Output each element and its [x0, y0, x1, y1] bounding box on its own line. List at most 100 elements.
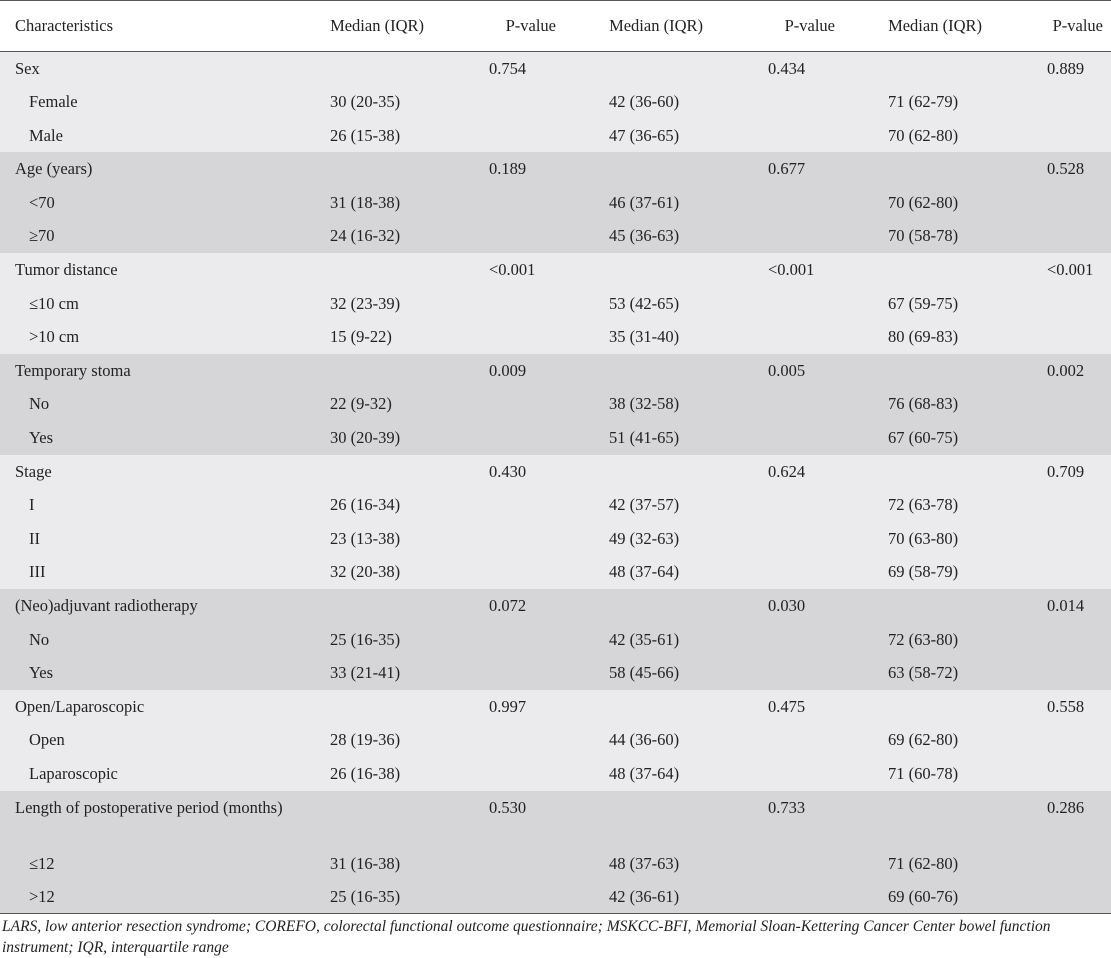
empty-cell: [432, 723, 564, 757]
empty-cell: [843, 791, 990, 847]
p-value-cell: 0.624: [768, 461, 806, 481]
median-cell: 47 (36-65): [609, 125, 680, 145]
median-cell: 49 (32-63): [609, 528, 680, 548]
empty-cell: [990, 847, 1111, 881]
empty-cell: [285, 52, 432, 86]
p-value-cell: 0.558: [1047, 696, 1085, 716]
median-cell: 72 (63-80): [888, 629, 959, 649]
median-cell: 26 (15-38): [330, 125, 401, 145]
median-cell: 70 (62-80): [888, 125, 959, 145]
empty-cell: [432, 287, 564, 321]
median-cell: 25 (16-35): [330, 629, 401, 649]
group-label: Age (years): [15, 159, 93, 179]
empty-cell: [432, 656, 564, 690]
median-cell: 70 (62-80): [888, 192, 959, 212]
median-cell: 67 (60-75): [888, 428, 959, 448]
table-row: Male 26 (15-38) 47 (36-65) 70 (62-80): [0, 118, 1111, 153]
group-label: Stage: [15, 461, 52, 481]
p-value-cell: <0.001: [768, 260, 815, 280]
median-cell: 48 (37-63): [609, 853, 680, 873]
table-header: Characteristics Median (IQR) P-value Med…: [0, 0, 1111, 52]
median-cell: 67 (59-75): [888, 293, 959, 313]
row-label: Open: [29, 730, 65, 750]
p-value-cell: 0.709: [1047, 461, 1085, 481]
empty-cell: [990, 421, 1111, 455]
empty-cell: [711, 522, 843, 556]
empty-cell: [564, 455, 711, 489]
empty-cell: [432, 757, 564, 791]
empty-cell: [432, 847, 564, 881]
median-cell: 24 (16-32): [330, 226, 401, 246]
empty-cell: [990, 522, 1111, 556]
empty-cell: [843, 52, 990, 86]
median-cell: 48 (37-64): [609, 763, 680, 783]
row-label: II: [29, 528, 40, 548]
group-row: Sex 0.754 0.434 0.889: [0, 51, 1111, 86]
empty-cell: [990, 119, 1111, 153]
header-median-2: Median (IQR): [609, 16, 703, 35]
p-value-cell: 0.434: [768, 59, 806, 78]
median-cell: 32 (23-39): [330, 293, 401, 313]
empty-cell: [432, 880, 564, 914]
median-cell: 69 (62-80): [888, 730, 959, 750]
table-row: No 22 (9-32) 38 (32-58) 76 (68-83): [0, 387, 1111, 422]
empty-cell: [285, 589, 432, 623]
median-cell: 38 (32-58): [609, 394, 680, 414]
empty-cell: [711, 656, 843, 690]
table-row: III 32 (20-38) 48 (37-64) 69 (58-79): [0, 555, 1111, 589]
p-value-cell: <0.001: [489, 260, 536, 280]
p-value-cell: 0.014: [1047, 596, 1085, 615]
empty-cell: [990, 555, 1111, 589]
empty-cell: [432, 555, 564, 589]
median-cell: 28 (19-36): [330, 730, 401, 750]
row-label: Male: [29, 125, 63, 145]
empty-cell: [711, 880, 843, 914]
p-value-cell: 0.430: [489, 461, 527, 481]
median-cell: 30 (20-39): [330, 428, 401, 448]
empty-cell: [990, 219, 1111, 253]
empty-cell: [432, 186, 564, 220]
group-row: (Neo)adjuvant radiotherapy 0.072 0.030 0.01…: [0, 589, 1111, 623]
group-label: Length of postoperative period (months): [15, 797, 283, 817]
header-median-1: Median (IQR): [330, 16, 424, 35]
median-cell: 69 (60-76): [888, 887, 959, 907]
empty-cell: [285, 690, 432, 724]
empty-cell: [711, 119, 843, 153]
empty-cell: [564, 791, 711, 847]
median-cell: 51 (41-65): [609, 428, 680, 448]
median-cell: 42 (37-57): [609, 495, 680, 515]
empty-cell: [843, 455, 990, 489]
p-value-cell: 0.030: [768, 596, 806, 615]
p-value-cell: 0.002: [1047, 360, 1085, 380]
header-p-value-2: P-value: [784, 16, 835, 35]
median-cell: 26 (16-34): [330, 495, 401, 515]
median-cell: 33 (21-41): [330, 663, 401, 683]
empty-cell: [285, 253, 432, 287]
table-row: ≤12 31 (16-38) 48 (37-63) 71 (62-80): [0, 846, 1111, 881]
empty-cell: [711, 723, 843, 757]
median-cell: 48 (37-64): [609, 562, 680, 582]
median-cell: 23 (13-38): [330, 528, 401, 548]
group-label: (Neo)adjuvant radiotherapy: [15, 596, 198, 615]
header-characteristics: Characteristics: [15, 16, 114, 35]
p-value-cell: 0.733: [768, 797, 806, 817]
empty-cell: [711, 85, 843, 119]
group-label: Tumor distance: [15, 260, 118, 280]
empty-cell: [432, 387, 564, 421]
empty-cell: [432, 488, 564, 522]
empty-cell: [285, 152, 432, 186]
group-label: Temporary stoma: [15, 360, 131, 380]
empty-cell: [990, 723, 1111, 757]
empty-cell: [990, 85, 1111, 119]
p-value-cell: 0.475: [768, 696, 806, 716]
header-p-value-3: P-value: [1052, 16, 1103, 35]
p-value-cell: 0.530: [489, 797, 527, 817]
median-cell: 63 (58-72): [888, 663, 959, 683]
p-value-cell: 0.528: [1047, 159, 1085, 179]
empty-cell: [711, 555, 843, 589]
table-row: >12 25 (16-35) 42 (36-61) 69 (60-76): [0, 880, 1111, 914]
table-row: ≤10 cm 32 (23-39) 53 (42-65) 67 (59-75): [0, 286, 1111, 321]
empty-cell: [432, 320, 564, 354]
empty-cell: [843, 690, 990, 724]
table-body: Sex 0.754 0.434 0.889 Female 30 (20-35) 42 (36…: [0, 51, 1111, 914]
